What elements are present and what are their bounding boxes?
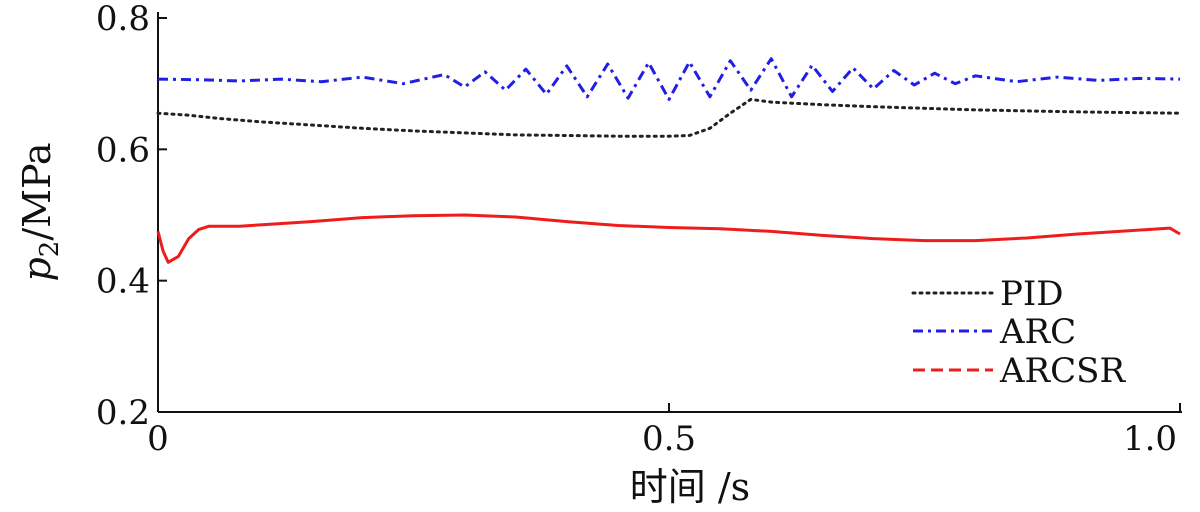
y-tick-label: 0.2	[96, 393, 150, 433]
plot-area: 0.2 0.4 0.6 0.8 0 0.5 1.0	[96, 0, 1182, 459]
y-tick-label: 0.4	[96, 262, 150, 302]
y-axis-title-unit: /MPa	[15, 142, 59, 240]
x-axis-title: 时间 /s	[630, 465, 750, 509]
series-line-arc	[157, 57, 1181, 101]
y-axis-title-variable: p	[15, 257, 59, 281]
axis-ticks: 0.2 0.4 0.6 0.8 0 0.5 1.0	[96, 0, 1181, 459]
x-tick-label: 1.0	[1123, 419, 1177, 459]
y-tick-label: 0.8	[96, 0, 150, 39]
legend-label-arcsr: ARCSR	[999, 351, 1126, 391]
series-line-arcsr	[156, 213, 1181, 264]
y-tick-label: 0.6	[96, 130, 150, 170]
legend-label-arc: ARC	[999, 312, 1076, 352]
x-tick-label: 0	[147, 419, 169, 459]
y-axis-title: p2/MPa	[15, 142, 65, 281]
legend: PID ARC ARCSR	[911, 274, 1126, 391]
x-tick-label: 0.5	[642, 419, 696, 459]
series-line-pid	[156, 97, 1182, 138]
series-layer	[156, 57, 1182, 264]
y-axis-title-subscript: 2	[35, 241, 65, 258]
legend-label-pid: PID	[1000, 274, 1064, 314]
